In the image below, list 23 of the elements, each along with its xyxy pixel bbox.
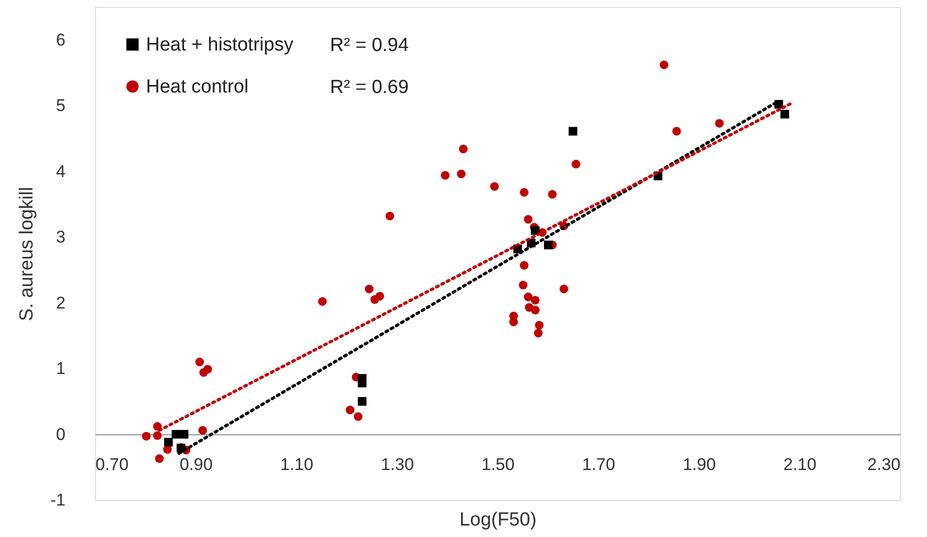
y-axis-title: S. aureus logkill (16, 186, 38, 322)
annotation: R² = 0.94 (330, 35, 410, 56)
legend-label: Heat + histotripsy (146, 34, 294, 56)
annotation: R² = 0.69 (330, 77, 409, 98)
y-tick-label: 0 (56, 424, 66, 444)
x-tick-label: 2.30 (867, 454, 900, 474)
x-tick-label: 0.90 (180, 454, 213, 474)
y-tick-label: -1 (50, 490, 66, 510)
y-tick-label: 6 (56, 30, 66, 50)
y-tick-label: 3 (56, 228, 66, 247)
x-tick-label: 1.50 (481, 454, 515, 474)
legend-label: Heat control (146, 76, 248, 98)
x-tick-label: 1.90 (682, 454, 716, 474)
x-tick-label: 0.70 (96, 454, 129, 474)
x-tick-label: 1.70 (582, 454, 616, 474)
x-axis-title: Log(F50) (459, 510, 537, 530)
x-tick-label: 1.10 (280, 454, 314, 474)
y-tick-label: 5 (56, 96, 66, 116)
y-tick-label: 4 (56, 162, 66, 181)
y-tick-label: 1 (56, 359, 66, 378)
y-tick-label: 2 (56, 293, 66, 312)
x-tick-label: 1.30 (380, 454, 414, 474)
x-tick-label: 2.10 (783, 454, 816, 474)
